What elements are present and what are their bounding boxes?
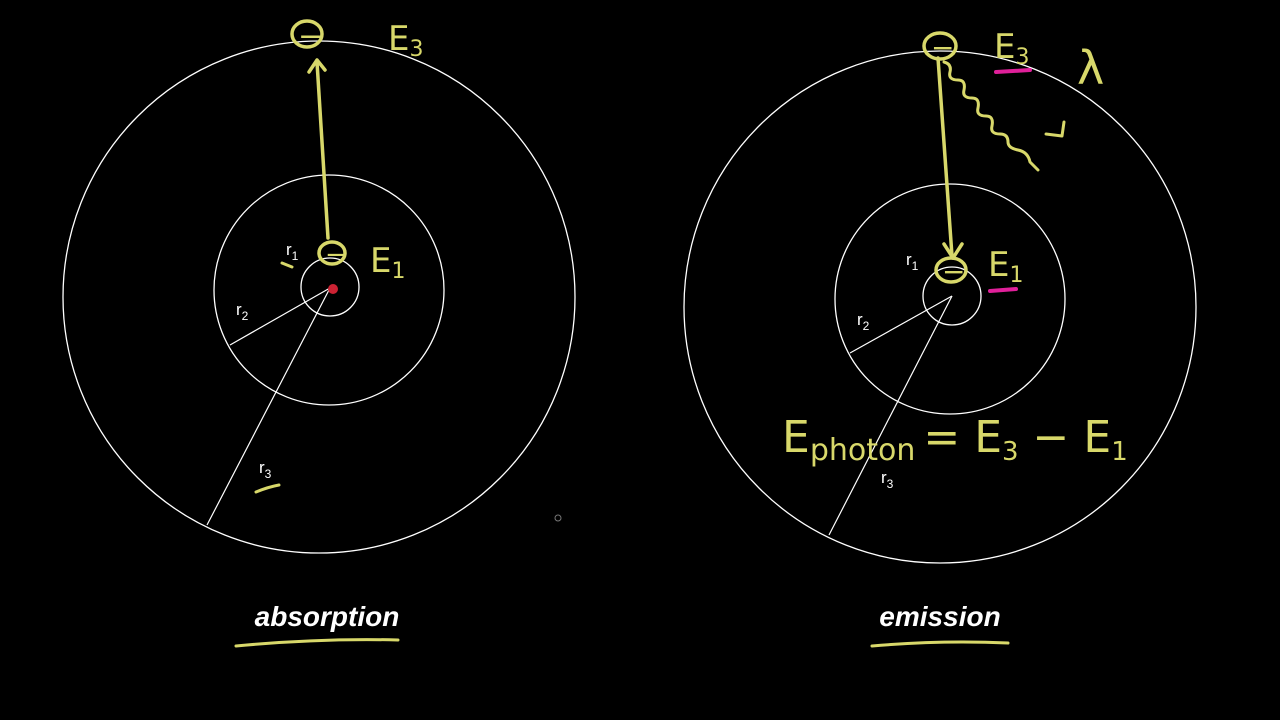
photon-energy-equation: Ephoton = E3 − E1: [782, 412, 1128, 468]
caption-emission: emission: [879, 601, 1000, 632]
energy-level-e3-right: E3: [994, 27, 1029, 70]
svg-text:−: −: [298, 19, 323, 54]
energy-level-e3-left: E3: [388, 19, 423, 62]
label-r3-left: r3: [259, 458, 272, 481]
photon-wave-icon: [942, 60, 1066, 172]
orbit-n1-right: [922, 266, 982, 326]
arrowhead-up: [307, 58, 327, 74]
radius-r3-left: [206, 287, 331, 526]
orbit-n1-left: [300, 257, 360, 317]
underline-emission: [870, 640, 1010, 648]
emission-diagram: r1 r2 r3 − − E3 E1 λ Ephoton = E3 − E1 em…: [683, 27, 1197, 648]
underline-r1-left: [280, 261, 294, 269]
radius-r2-left: [229, 287, 331, 346]
absorption-diagram: r1 r2 r3 − − E3 E1 absorption: [62, 19, 576, 648]
wavelength-lambda: λ: [1077, 41, 1104, 95]
energy-level-e1-right: E1: [988, 245, 1023, 288]
svg-text:−: −: [942, 255, 965, 288]
orbit-n2-right: [834, 183, 1066, 415]
absorption-transition-arrow: [315, 60, 330, 240]
label-r1-right: r1: [906, 250, 919, 273]
highlight-e1: [988, 287, 1018, 293]
electron-icon: −: [934, 255, 968, 288]
underline-absorption: [234, 638, 400, 648]
orbit-n3-right: [683, 50, 1197, 564]
caption-absorption: absorption: [255, 601, 400, 632]
electron-icon: −: [290, 19, 324, 54]
orbit-n2-left: [213, 174, 445, 406]
energy-level-e1-left: E1: [370, 241, 405, 284]
svg-text:−: −: [325, 240, 347, 270]
label-r2-right: r2: [857, 310, 870, 333]
label-r1-left: r1: [286, 240, 299, 263]
electron-icon: −: [317, 240, 347, 270]
emission-transition-arrow: [936, 56, 954, 258]
highlight-e3: [994, 68, 1032, 74]
stray-dot: [554, 514, 562, 522]
label-r3-right: r3: [881, 468, 894, 491]
label-r2-left: r2: [236, 300, 249, 323]
electron-icon: −: [922, 31, 958, 64]
underline-r3-left: [254, 483, 281, 494]
nucleus-dot: [328, 284, 338, 294]
radius-r2-right: [849, 295, 953, 354]
svg-text:−: −: [931, 31, 954, 64]
radius-r3-right: [828, 295, 953, 536]
